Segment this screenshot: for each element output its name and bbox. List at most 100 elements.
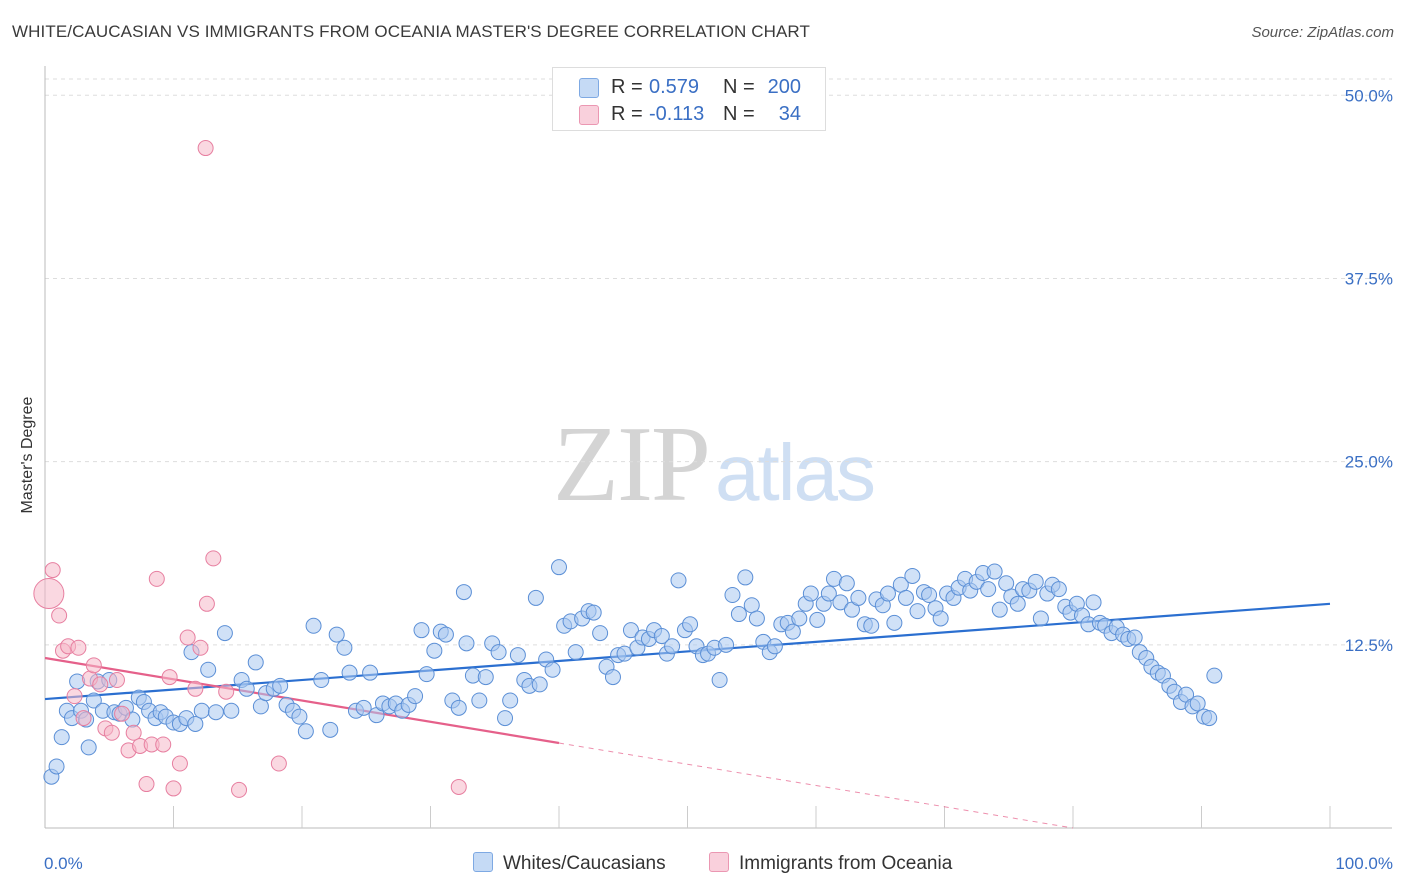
data-point-whites xyxy=(820,585,837,602)
data-point-whites xyxy=(604,669,621,686)
legend-swatch-blue xyxy=(579,78,599,98)
data-point-oceania xyxy=(218,683,235,700)
data-point-whites xyxy=(904,567,921,584)
data-point-whites xyxy=(730,606,747,623)
data-point-whites xyxy=(272,677,289,694)
data-point-oceania xyxy=(231,781,248,798)
data-point-oceania xyxy=(103,724,120,741)
y-tick-label: 37.5% xyxy=(1345,269,1393,288)
n-value: 200 xyxy=(767,76,801,98)
data-point-whites xyxy=(450,699,467,716)
watermark-zip: ZIP xyxy=(553,405,711,524)
data-point-whites xyxy=(1201,710,1218,727)
data-point-whites xyxy=(653,628,670,645)
data-point-whites xyxy=(238,680,255,697)
watermark: ZIPatlas xyxy=(553,400,876,527)
data-point-oceania xyxy=(205,550,222,567)
data-point-whites xyxy=(53,729,70,746)
data-point-whites xyxy=(355,699,372,716)
data-point-oceania xyxy=(70,639,87,656)
data-point-oceania xyxy=(192,639,209,656)
data-point-whites xyxy=(437,626,454,643)
data-point-whites xyxy=(291,708,308,725)
data-point-oceania xyxy=(179,629,196,646)
data-point-oceania xyxy=(75,710,92,727)
data-point-whites xyxy=(551,559,567,576)
data-point-whites xyxy=(932,610,949,627)
data-point-whites xyxy=(1126,629,1143,646)
legend-swatch-blue xyxy=(473,852,493,872)
tick-labels: 12.5% 25.0% 37.5% 50.0% 0.0% 100.0% xyxy=(44,86,1393,873)
data-point-whites xyxy=(477,669,494,686)
data-point-oceania xyxy=(92,676,109,693)
data-point-whites xyxy=(200,661,217,678)
data-point-whites xyxy=(341,664,358,681)
data-point-oceania xyxy=(155,736,172,753)
data-point-oceania xyxy=(66,688,83,705)
data-point-whites xyxy=(407,688,424,705)
x-tick-label: 0.0% xyxy=(44,854,83,873)
x-tick-label: 100.0% xyxy=(1335,854,1393,873)
legend-swatch-pink xyxy=(709,852,729,872)
data-point-oceania xyxy=(33,578,65,610)
y-tick-label: 50.0% xyxy=(1345,86,1393,105)
data-point-whites xyxy=(336,639,353,656)
data-point-whites xyxy=(305,617,322,634)
data-point-whites xyxy=(980,581,997,598)
data-point-whites xyxy=(791,610,808,627)
data-point-whites xyxy=(718,636,735,653)
data-point-oceania xyxy=(198,595,215,612)
data-point-whites xyxy=(1009,595,1026,612)
source-credit: Source: ZipAtlas.com xyxy=(1251,24,1394,41)
data-point-whites xyxy=(1206,667,1223,684)
data-point-oceania xyxy=(197,140,214,157)
data-point-whites xyxy=(426,642,443,659)
data-point-whites xyxy=(711,671,728,688)
series-oceania-points xyxy=(33,140,467,798)
data-point-whites xyxy=(48,758,65,775)
y-axis-label: Master's Degree xyxy=(19,396,36,514)
data-point-whites xyxy=(297,723,314,740)
data-point-whites xyxy=(527,589,544,606)
data-point-whites xyxy=(531,676,548,693)
data-point-oceania xyxy=(187,680,204,697)
data-point-oceania xyxy=(171,755,188,772)
legend-item-whites: Whites/Caucasians xyxy=(473,852,666,875)
data-point-whites xyxy=(509,647,526,664)
data-point-whites xyxy=(85,692,102,709)
data-point-whites xyxy=(187,715,204,732)
trend-line-oceania xyxy=(44,656,560,745)
axes xyxy=(44,66,1392,829)
data-point-whites xyxy=(1032,610,1049,627)
data-point-whites xyxy=(455,584,472,601)
legend-label: Immigrants from Oceania xyxy=(739,853,953,874)
data-point-whites xyxy=(921,587,938,604)
legend-item-oceania: Immigrants from Oceania xyxy=(709,852,952,875)
data-point-whites xyxy=(1189,695,1206,712)
data-point-whites xyxy=(832,594,849,611)
data-point-whites xyxy=(585,604,602,621)
data-point-oceania xyxy=(108,671,125,688)
data-point-whites xyxy=(313,671,330,688)
r-value: 0.579 xyxy=(649,76,700,98)
data-point-whites xyxy=(502,692,519,709)
data-point-whites xyxy=(80,739,97,756)
data-point-whites xyxy=(1085,594,1102,611)
y-tick-label: 25.0% xyxy=(1345,453,1393,472)
data-point-whites xyxy=(413,622,430,639)
data-point-whites xyxy=(802,585,819,602)
data-point-oceania xyxy=(148,570,165,587)
data-point-whites xyxy=(737,569,754,586)
data-point-whites xyxy=(322,721,339,738)
data-point-whites xyxy=(838,575,855,592)
data-point-whites xyxy=(886,614,903,631)
data-point-whites xyxy=(682,616,699,633)
data-point-oceania xyxy=(114,705,131,722)
data-point-whites xyxy=(1050,581,1067,598)
data-point-oceania xyxy=(125,724,142,741)
stats-row-oceania: R = -0.113 N = 34 xyxy=(553,101,825,127)
data-point-whites xyxy=(879,585,896,602)
data-point-whites xyxy=(724,587,741,604)
y-tick-label: 12.5% xyxy=(1345,636,1393,655)
